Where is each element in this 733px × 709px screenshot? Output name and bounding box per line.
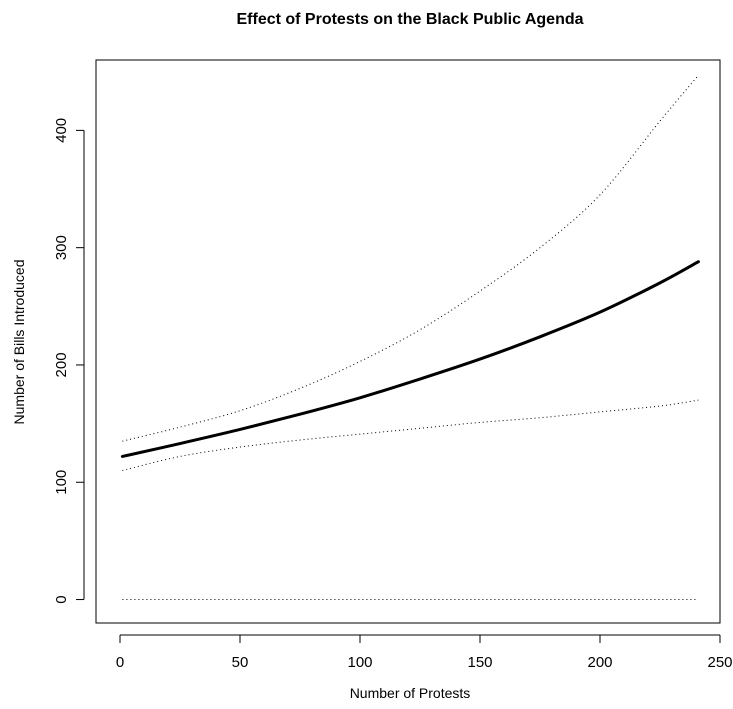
x-tick-label: 50 <box>232 654 249 671</box>
y-axis: 0 100 200 300 400 <box>53 118 85 604</box>
x-axis: 0 50 100 150 200 250 <box>116 634 733 671</box>
x-tick-label: 150 <box>467 654 492 671</box>
y-tick-label: 400 <box>53 118 70 143</box>
y-tick-label: 100 <box>53 470 70 495</box>
x-tick-label: 250 <box>707 654 732 671</box>
upper-bound-line <box>122 74 699 442</box>
plot-frame <box>95 59 721 624</box>
chart-title: Effect of Protests on the Black Public A… <box>236 11 583 28</box>
x-tick-label: 100 <box>347 654 372 671</box>
y-tick-label: 0 <box>53 595 70 603</box>
x-tick-label: 0 <box>116 654 124 671</box>
x-axis-label: Number of Protests <box>350 685 471 701</box>
y-tick-label: 200 <box>53 352 70 377</box>
lower-bound-line <box>122 399 699 472</box>
y-axis-label: Number of Bills Introduced <box>11 260 27 425</box>
plot-area <box>120 74 700 601</box>
y-tick-label: 300 <box>53 235 70 260</box>
estimate-line <box>120 260 700 458</box>
x-tick-label: 200 <box>587 654 612 671</box>
